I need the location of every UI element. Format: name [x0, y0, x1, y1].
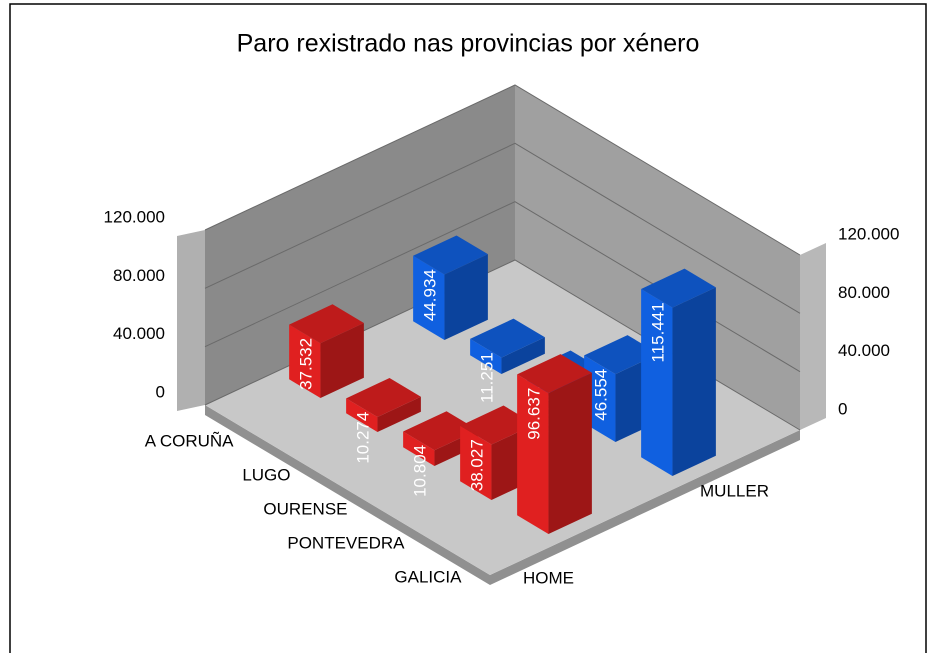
bar-side — [320, 322, 364, 398]
bar-side — [444, 254, 488, 340]
floor-side — [205, 405, 800, 585]
y2-tick-label: 0 — [838, 399, 847, 418]
bar-side — [672, 287, 716, 476]
x-tick-label: GALICIA — [394, 567, 462, 586]
bar-side — [501, 337, 545, 374]
bar-front — [289, 324, 321, 398]
bar-top — [460, 405, 535, 445]
bar — [289, 304, 364, 398]
x-tick-label: PONTEVEDRA — [287, 533, 405, 552]
bar — [517, 354, 592, 534]
bar-front — [403, 431, 435, 466]
value-label: 115.441 — [648, 302, 667, 362]
x-tick-label: A CORUÑA — [145, 431, 234, 450]
grid-line — [204, 84, 801, 256]
y-tick-label: 80.000 — [113, 266, 165, 285]
grid-line — [204, 142, 801, 314]
y2-tick-label: 40.000 — [838, 341, 890, 360]
right-wall — [515, 85, 800, 430]
bar-top — [584, 335, 659, 375]
value-label: 11.251 — [477, 352, 496, 403]
value-label: 96.637 — [524, 388, 543, 440]
bar-front — [517, 374, 549, 534]
y-tick-label: 120.000 — [104, 207, 165, 226]
bar-top — [641, 268, 716, 308]
bar-front — [413, 255, 445, 340]
y-tick-label: 40.000 — [113, 324, 165, 343]
bar-top — [403, 411, 478, 451]
left-wall-edge — [177, 230, 205, 411]
bar-side — [377, 396, 421, 432]
value-label: 10.274 — [353, 412, 372, 464]
bar — [346, 378, 421, 432]
y2-tick-label: 120.000 — [838, 224, 899, 243]
series-label: HOME — [523, 569, 574, 588]
x-tick-label: OURENSE — [263, 499, 347, 518]
bar-front — [470, 338, 502, 374]
series-label: MULLER — [700, 482, 769, 501]
right-wall-edge — [800, 243, 826, 430]
value-label: 37.532 — [296, 338, 315, 390]
value-label: 10.804 — [410, 445, 429, 497]
value-label: 46.554 — [591, 369, 610, 421]
bar — [470, 318, 545, 374]
bar-top — [470, 318, 545, 358]
bar — [641, 268, 716, 476]
value-label: 38.027 — [467, 439, 486, 491]
bar-front — [584, 355, 616, 442]
bar-front — [641, 288, 673, 476]
value-label: 44.934 — [420, 269, 439, 321]
left-wall — [205, 85, 515, 405]
bar — [413, 235, 488, 340]
y-tick-label: 0 — [156, 382, 165, 401]
bar-top — [289, 304, 364, 344]
bar-top — [413, 235, 488, 275]
bar-top — [346, 378, 421, 418]
x-tick-label: LUGO — [242, 465, 290, 484]
bar-front — [346, 398, 378, 432]
bar-side — [548, 372, 592, 534]
chart-title: Paro rexistrado nas provincias por xéner… — [237, 30, 700, 58]
bar-top — [517, 354, 592, 394]
bar-front — [460, 425, 492, 500]
y2-tick-label: 80.000 — [838, 283, 890, 302]
